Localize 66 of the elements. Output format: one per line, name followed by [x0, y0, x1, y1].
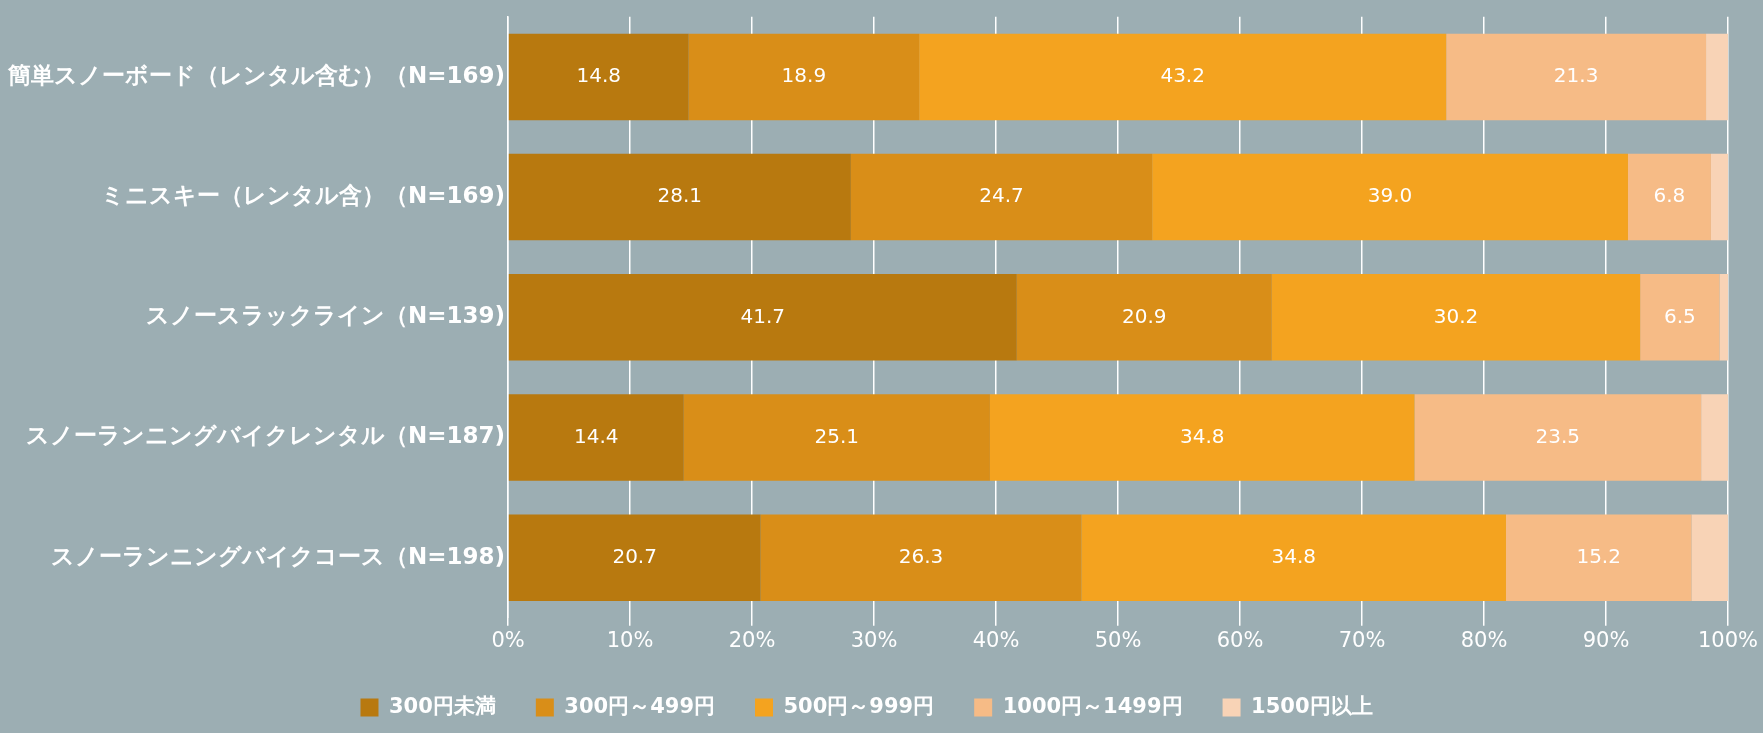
data-label: 26.3 [898, 543, 944, 568]
y-tick-label: 簡単スノーボード（レンタル含む）（N=169) [7, 61, 506, 88]
data-label: 34.8 [1271, 543, 1316, 568]
bar [1706, 33, 1728, 121]
data-label: 25.1 [814, 423, 860, 448]
legend-label: 300円～499円 [564, 693, 715, 718]
x-tick-label: 100% [1697, 627, 1759, 652]
x-tick-label: 60% [1216, 627, 1264, 652]
bar [1710, 153, 1728, 241]
bar [508, 394, 684, 481]
bar [508, 153, 851, 241]
bar [688, 33, 920, 121]
legend-label: 1000円～1499円 [1002, 693, 1183, 718]
data-label: 15.2 [1576, 543, 1621, 568]
bar [1701, 394, 1728, 481]
data-label: 24.7 [979, 183, 1024, 208]
data-label: 34.8 [1179, 423, 1225, 448]
bar [1271, 274, 1641, 361]
x-tick-label: 70% [1338, 627, 1386, 652]
data-label: 6.8 [1653, 183, 1686, 208]
bar [1414, 394, 1702, 481]
bar [989, 394, 1415, 481]
data-label: 21.3 [1553, 63, 1599, 88]
data-label: 28.1 [657, 183, 703, 208]
data-label: 6.5 [1663, 303, 1696, 328]
bar [1505, 514, 1692, 601]
data-label: 20.7 [612, 543, 657, 568]
data-label: 14.4 [573, 423, 619, 448]
bar [919, 33, 1447, 121]
y-tick-label: スノースラックライン（N=139) [146, 302, 506, 329]
bar [1691, 514, 1728, 601]
bar [683, 394, 990, 481]
bar [508, 514, 761, 601]
legend-label: 300円未満 [388, 693, 496, 718]
y-tick-label: スノーランニングバイクコース（N=198) [51, 542, 506, 569]
data-label: 41.7 [740, 303, 786, 328]
data-label: 43.2 [1160, 63, 1205, 88]
data-label: 20.9 [1121, 303, 1167, 328]
x-tick-label: 80% [1460, 627, 1508, 652]
data-label: 23.5 [1535, 423, 1581, 448]
legend-label: 1500円以上 [1251, 693, 1373, 718]
bar [1081, 514, 1506, 601]
x-tick-label: 20% [728, 627, 776, 652]
data-label: 18.9 [781, 63, 827, 88]
y-tick-label: スノーランニングバイクレンタル（N=187) [26, 422, 506, 449]
x-tick-label: 10% [606, 627, 654, 652]
data-label: 39.0 [1367, 183, 1413, 208]
legend-label: 500円～999円 [783, 693, 935, 718]
y-tick-label: ミニスキー（レンタル含）（N=169) [101, 182, 506, 209]
bar [1446, 33, 1707, 121]
x-tick-label: 40% [972, 627, 1020, 652]
x-tick-label: 30% [850, 627, 898, 652]
x-tick-label: 50% [1094, 627, 1142, 652]
data-label: 14.8 [576, 63, 621, 88]
x-tick-label: 0% [491, 627, 525, 652]
bar [1627, 153, 1711, 241]
x-tick-label: 90% [1582, 627, 1630, 652]
data-label: 30.2 [1433, 303, 1479, 328]
bar [850, 153, 1153, 241]
bar [1016, 274, 1272, 361]
bar [508, 274, 1017, 361]
bar [760, 514, 1082, 601]
bar [1640, 274, 1720, 361]
bar [1719, 274, 1728, 361]
bar [508, 33, 689, 121]
bar [1152, 153, 1628, 241]
